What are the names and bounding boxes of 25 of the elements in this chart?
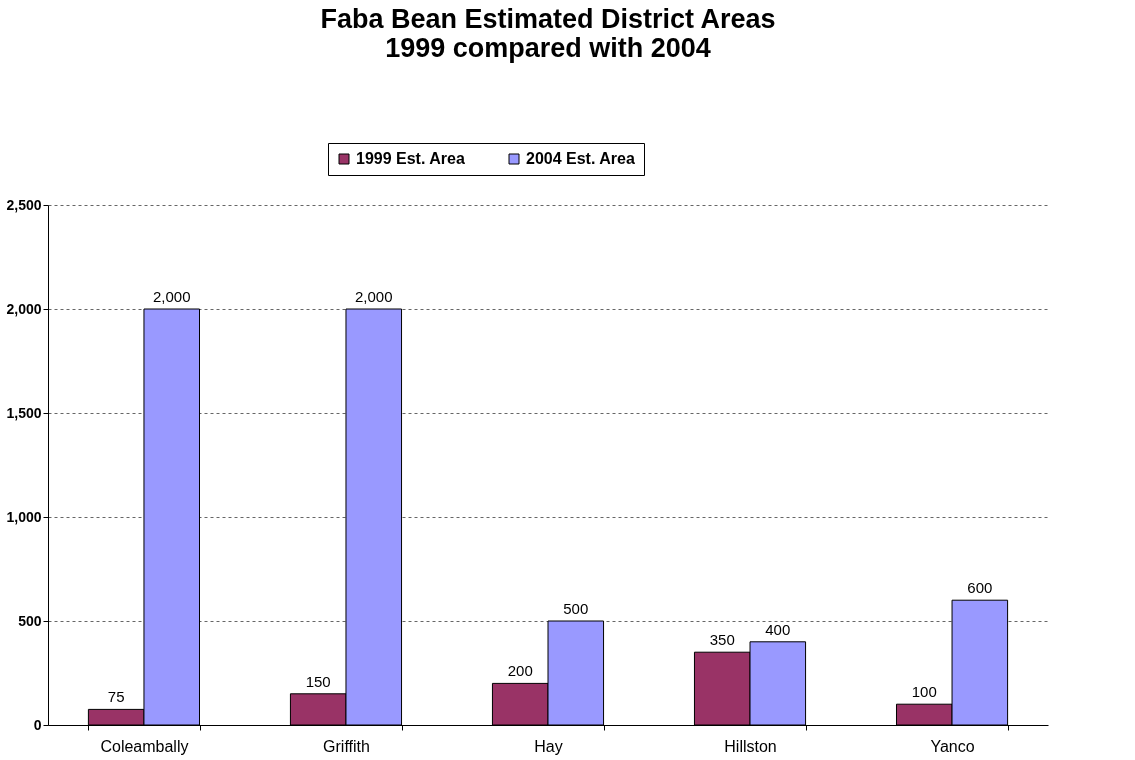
x-tick-label: Hay [534, 737, 563, 755]
data-label: 200 [507, 662, 533, 680]
y-tick-label: 2,000 [6, 300, 42, 317]
y-tick-label: 500 [18, 612, 42, 629]
data-label: 2,000 [152, 288, 191, 305]
data-label: 2,000 [354, 288, 393, 305]
data-label: 500 [563, 600, 589, 617]
data-label: 400 [765, 620, 791, 638]
x-tick-label: Coleambally [100, 737, 189, 755]
y-tick-label: 2,500 [6, 196, 42, 213]
data-label: 600 [967, 579, 993, 597]
y-tick-label: 1,500 [6, 404, 42, 421]
data-label: 75 [107, 688, 125, 706]
x-tick-label: Yanco [930, 737, 975, 755]
data-label: 350 [709, 631, 735, 649]
data-label: 150 [305, 672, 331, 690]
legend-label: 2004 Est. Area [526, 150, 635, 167]
text: Faba Bean Estimated District Areas [320, 3, 776, 34]
x-tick-label: Griffith [323, 737, 370, 755]
data-label: 100 [911, 683, 937, 701]
y-tick-label: 0 [33, 716, 42, 733]
y-tick-label: 1,000 [6, 508, 42, 525]
x-tick-label: Hillston [724, 737, 777, 755]
legend-label: 1999 Est. Area [356, 150, 465, 167]
text: 1999 compared with 2004 [385, 32, 711, 63]
